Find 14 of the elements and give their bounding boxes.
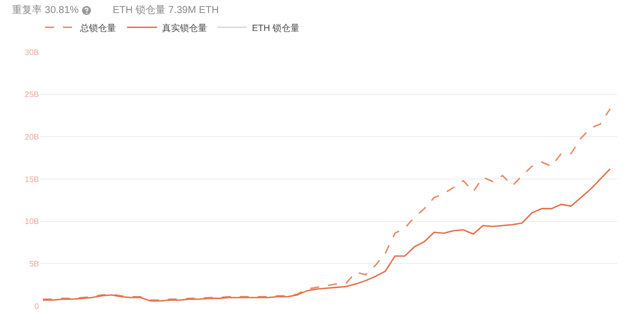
y-tick-label: 15B [24, 174, 39, 184]
text: ETH 锁仓量 7.39M ETH [112, 4, 219, 17]
legend-label: 真实锁仓量 [162, 22, 207, 33]
y-tick-label: 25B [24, 90, 39, 100]
legend-label: ETH 锁仓量 [252, 22, 300, 33]
y-tick-label: 5B [29, 259, 39, 268]
y-tick-label: 0 [34, 302, 40, 311]
y-tick-label: 20B [24, 132, 39, 142]
line-series [42, 108, 611, 301]
y-tick-label: 30B [24, 48, 39, 57]
y-tick-label: 10B [24, 217, 39, 226]
line-series [42, 168, 611, 302]
text: 重复率 30.81% [12, 4, 80, 17]
legend-label: 总锁仓量 [79, 22, 116, 33]
